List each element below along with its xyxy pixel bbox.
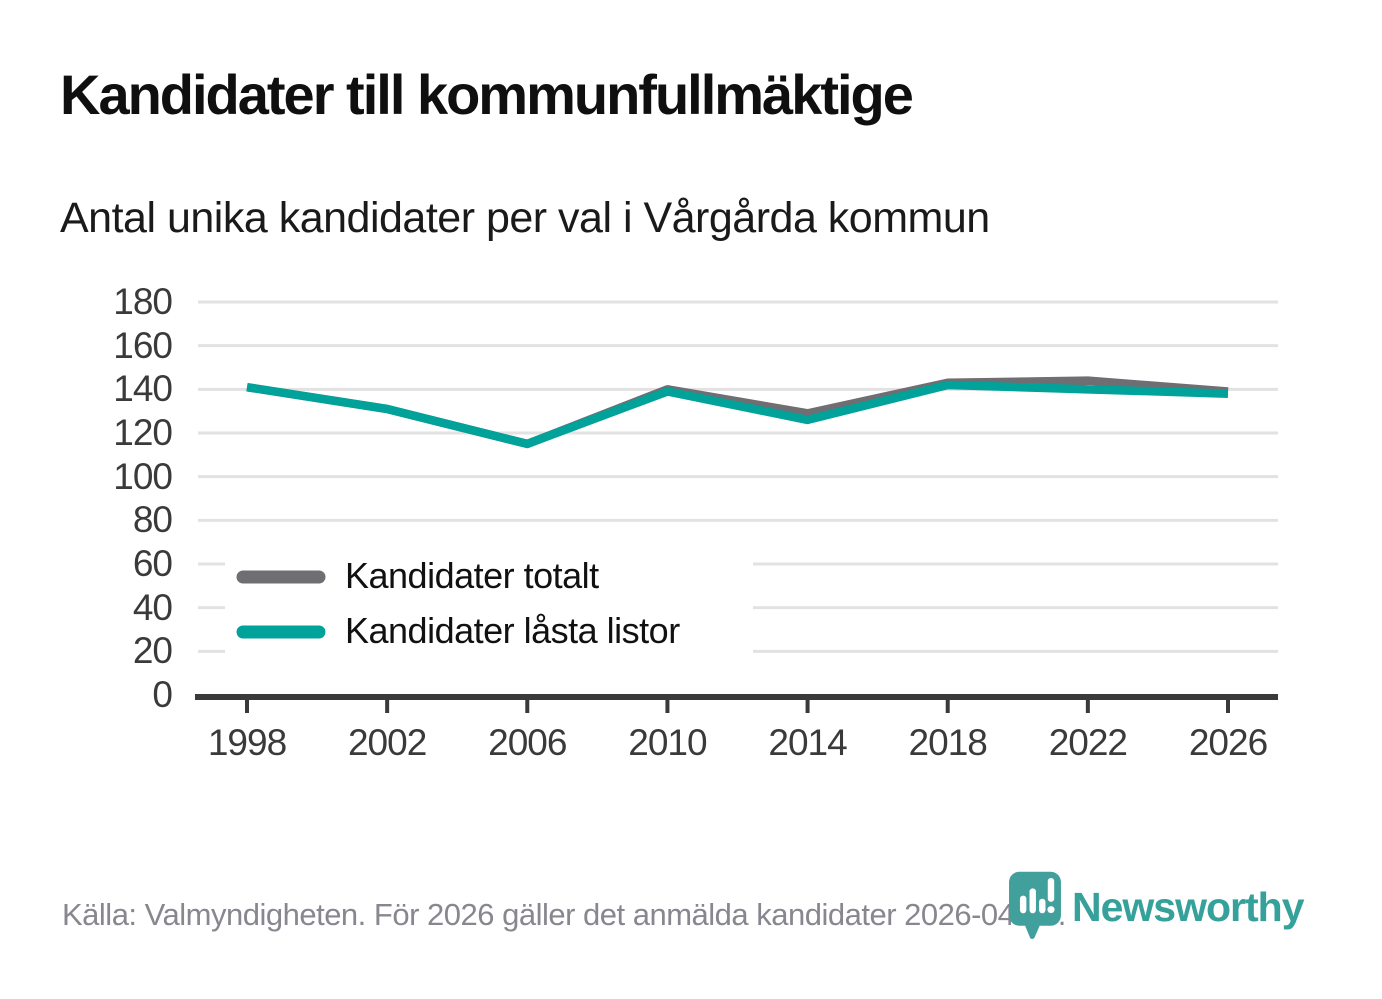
x-tick-label: 2002 xyxy=(347,722,427,763)
newsworthy-logo: Newsworthy xyxy=(1008,870,1304,942)
logo-wordmark: Newsworthy xyxy=(1072,883,1304,930)
legend-background xyxy=(225,548,753,664)
data-lines xyxy=(246,376,1229,449)
x-tick-label: 2006 xyxy=(488,722,567,763)
y-tick-label: 20 xyxy=(132,630,173,672)
x-tick-label: 2022 xyxy=(1048,722,1128,763)
x-tick-label: 2018 xyxy=(908,722,988,763)
y-tick-label: 40 xyxy=(132,586,173,628)
series-line-1 xyxy=(246,380,1229,449)
legend-label-0: Kandidater totalt xyxy=(345,555,599,597)
legend-label-1: Kandidater låsta listor xyxy=(345,610,680,652)
y-tick-label: 160 xyxy=(113,324,173,366)
legend-swatches xyxy=(236,570,326,639)
y-tick-label: 0 xyxy=(152,674,173,715)
x-tick-label: 2010 xyxy=(628,722,707,763)
x-tick-label: 2026 xyxy=(1188,722,1268,763)
y-tick-label: 60 xyxy=(132,543,173,584)
x-axis-ticks xyxy=(245,697,1230,713)
y-tick-label: 180 xyxy=(113,281,173,322)
y-tick-label: 100 xyxy=(113,455,173,497)
y-tick-label: 120 xyxy=(113,412,173,453)
x-tick-label: 1998 xyxy=(207,722,287,763)
x-tick-label: 2014 xyxy=(768,722,847,763)
chart-subtitle: Antal unika kandidater per val i Vårgård… xyxy=(60,194,990,242)
y-tick-label: 140 xyxy=(113,368,173,410)
source-note: Källa: Valmyndigheten. För 2026 gäller d… xyxy=(62,897,1066,932)
y-tick-label: 80 xyxy=(132,499,173,541)
newsworthy-pin-barchart-icon xyxy=(1009,871,1061,940)
page-title: Kandidater till kommunfullmäktige xyxy=(60,63,914,126)
